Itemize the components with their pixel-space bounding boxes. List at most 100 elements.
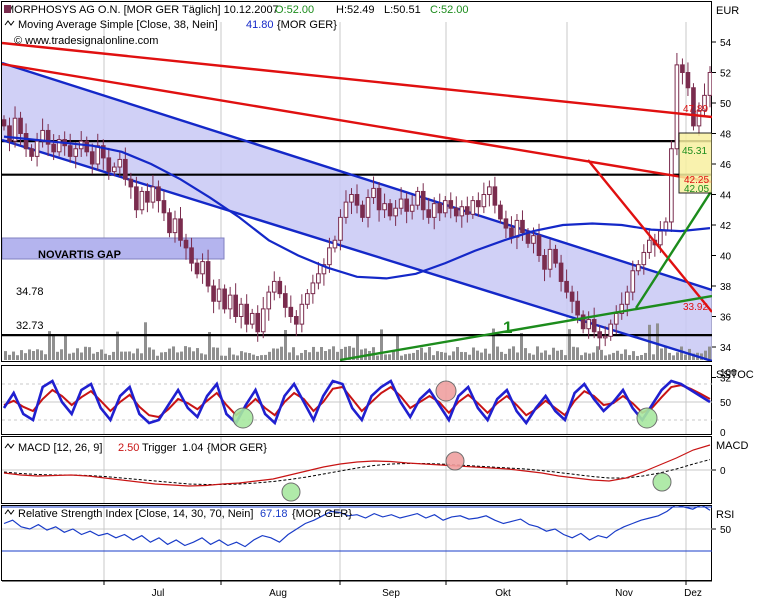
candle (95, 133, 101, 171)
sstoc-tick-label: 100 (720, 368, 737, 379)
candle (431, 197, 437, 230)
candle (453, 196, 459, 223)
volume-bar (296, 355, 299, 360)
sstoc-signal-marker (636, 407, 658, 429)
volume-bar (608, 354, 611, 360)
volume-bar (356, 334, 359, 360)
volume-bar (40, 350, 43, 360)
support-32-label: 32.73 (16, 320, 44, 332)
candle (459, 200, 465, 228)
volume-bar (420, 347, 423, 360)
legend-header: MORPHOSYS AG O.N. [MOR GER Täglich] 10.1… (5, 4, 469, 47)
volume-bar (36, 349, 39, 360)
volume-bar (48, 331, 51, 360)
volume-bar (388, 354, 391, 360)
volume-bar (428, 347, 431, 360)
candle (426, 197, 432, 224)
volume-bar (384, 354, 387, 360)
volume-bar (204, 354, 207, 360)
volume-bar (500, 351, 503, 360)
sstoc-panel (1, 365, 712, 435)
price-target-box (678, 132, 712, 194)
volume-bar (156, 355, 159, 360)
currency-label: EUR (716, 5, 739, 17)
candle (266, 285, 272, 321)
volume-bar (152, 349, 155, 360)
support-34-label: 34.78 (16, 286, 44, 298)
volume-bar (236, 355, 239, 360)
volume-bar (60, 349, 63, 360)
volume-bar (656, 323, 659, 360)
candle (84, 136, 90, 157)
macd-legend: MACD [12, 26, 9] 2.50 Trigger 1.04 {MOR … (18, 442, 267, 454)
volume-bar (288, 352, 291, 360)
volume-bar (4, 351, 7, 360)
candle (51, 134, 56, 161)
rsi-label: Relative Strength Index [Close, 14, 30, … (18, 508, 253, 520)
volume-bar (196, 348, 199, 360)
candle (597, 325, 603, 350)
price-tick-label: 32 (720, 374, 732, 385)
volume-bar (564, 355, 567, 360)
candle (591, 307, 597, 339)
candle (172, 210, 178, 243)
ma-suffix: {MOR GER} (277, 19, 337, 31)
volume-bar (416, 350, 419, 360)
candle (696, 102, 702, 136)
candle (338, 209, 343, 251)
rsi-legend: Relative Strength Index [Close, 14, 30, … (18, 508, 352, 520)
volume-bar (476, 350, 479, 360)
volume-bar (100, 349, 103, 360)
candle (321, 258, 327, 286)
macd-tick-label: 0 (720, 466, 726, 477)
candle (448, 192, 454, 219)
volume-bar (276, 348, 279, 360)
candle (227, 286, 233, 319)
candle (437, 193, 443, 222)
volume-bar (640, 355, 643, 360)
candle (404, 192, 409, 224)
volume-bar (292, 347, 295, 360)
price-tick-label: 54 (720, 38, 732, 49)
candle (277, 276, 283, 299)
candle (503, 210, 509, 239)
macd-signal-marker (445, 451, 465, 471)
volume-bar (540, 352, 543, 360)
volume-bar (444, 352, 447, 360)
volume-bar (220, 355, 223, 360)
volume-bar (112, 351, 115, 360)
volume-bar (480, 352, 483, 360)
volume-bar (92, 353, 95, 360)
candle (575, 291, 580, 324)
volume-bar (228, 347, 231, 360)
volume-bar (552, 347, 555, 360)
price-tick-label: 46 (720, 160, 732, 171)
open-value: O:52.00 (275, 4, 314, 16)
candle (680, 58, 685, 85)
volume-bar (544, 350, 547, 360)
volume-bar (8, 354, 11, 360)
candle (167, 208, 172, 238)
green-trendline-2 (634, 189, 712, 309)
volume-bar (76, 348, 79, 360)
volume-bar (280, 346, 283, 360)
candle (194, 258, 200, 279)
rsi-tick-label: 50 (720, 525, 732, 536)
candle (189, 237, 194, 272)
candle (244, 294, 250, 333)
candle (282, 285, 288, 318)
candle (29, 144, 34, 161)
candle (564, 269, 569, 299)
volume-bar (528, 353, 531, 360)
volume-bar (124, 351, 127, 360)
volume-bar (680, 346, 683, 360)
volume-bar (244, 352, 247, 360)
time-axis: Jul Aug Sep Okt Nov Dez (2, 580, 712, 599)
candle (56, 135, 62, 157)
month-label: Dez (684, 588, 702, 599)
volume-bar (504, 353, 507, 360)
rsi-panel (1, 505, 712, 581)
month-label: Sep (382, 588, 400, 599)
volume-bar (56, 351, 59, 360)
